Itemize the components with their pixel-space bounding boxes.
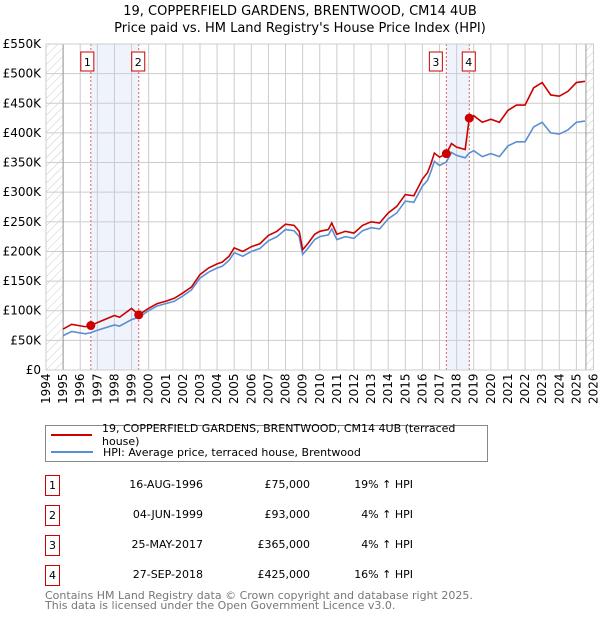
x-tick-label: 2015 <box>398 373 412 404</box>
hatched-region-before <box>46 44 64 370</box>
legend-item-hpi: HPI: Average price, terraced house, Bren… <box>51 444 361 460</box>
legend-swatch-blue <box>51 451 93 453</box>
y-tick-label: £150K <box>3 274 43 288</box>
sale-marker-box <box>131 51 146 72</box>
sale-hpi-diff: 4% ↑ HPI <box>361 538 413 551</box>
x-tick-label: 2010 <box>313 373 327 404</box>
sale-hpi-diff: 4% ↑ HPI <box>361 508 413 521</box>
footer: Contains HM Land Registry data © Crown c… <box>45 589 473 612</box>
y-tick-label: £250K <box>3 215 43 229</box>
x-tick-label: 2026 <box>587 373 600 404</box>
sale-hpi-diff: 19% ↑ HPI <box>354 478 413 491</box>
sale-point <box>464 113 474 123</box>
sale-marker-box <box>428 51 443 72</box>
x-tick-label: 1999 <box>125 373 139 404</box>
x-tick-label: 1995 <box>56 373 70 404</box>
x-tick-label: 2017 <box>433 373 447 404</box>
x-tick-label: 2008 <box>279 373 293 404</box>
x-tick-label: 2020 <box>484 373 498 404</box>
sale-date: 27-SEP-2018 <box>132 568 203 581</box>
x-tick-label: 2003 <box>193 373 207 404</box>
x-tick-label: 2013 <box>364 373 378 404</box>
y-tick-label: £550K <box>3 37 43 51</box>
x-tick-label: 2023 <box>535 373 549 404</box>
x-tick-label: 2000 <box>142 373 156 404</box>
plot-border <box>45 43 594 371</box>
legend: 19, COPPERFIELD GARDENS, BRENTWOOD, CM14… <box>45 422 488 462</box>
sale-marker: 3 <box>45 535 60 556</box>
sale-price: £365,000 <box>257 538 311 551</box>
x-tick-label: 2021 <box>501 373 515 404</box>
y-tick-label: £100K <box>3 304 43 318</box>
y-tick-label: £350K <box>3 156 43 170</box>
legend-label: 19, COPPERFIELD GARDENS, BRENTWOOD, CM14… <box>102 422 456 448</box>
x-tick-label: 2025 <box>569 373 583 404</box>
sale-marker-box <box>461 51 476 72</box>
sale-marker-label: 1 <box>84 56 91 69</box>
x-tick-label: 2022 <box>518 373 532 404</box>
x-tick-label: 2002 <box>176 373 190 404</box>
x-tick-label: 2024 <box>552 373 566 404</box>
sale-date: 04-JUN-1999 <box>132 508 203 521</box>
sale-marker-box <box>80 51 95 72</box>
x-tick-label: 1998 <box>107 373 121 404</box>
sale-date: 25-MAY-2017 <box>131 538 203 551</box>
y-tick-label: £400K <box>3 126 43 140</box>
x-tick-label: 2014 <box>381 373 395 404</box>
y-tick-label: £0 <box>26 363 41 377</box>
sale-marker: 4 <box>45 565 60 586</box>
y-tick-label: £500K <box>3 67 43 81</box>
sale-point <box>86 321 96 331</box>
x-tick-label: 1994 <box>39 373 53 404</box>
footer-line1: Contains HM Land Registry data © Crown c… <box>45 589 473 602</box>
footer-line2: This data is licensed under the Open Gov… <box>45 599 396 612</box>
legend-label: HPI: Average price, terraced house, Bren… <box>103 445 361 459</box>
sale-price: £93,000 <box>264 508 311 521</box>
x-tick-label: 2019 <box>467 373 481 404</box>
x-tick-label: 2009 <box>296 373 310 404</box>
x-tick-label: 2001 <box>159 373 173 404</box>
sale-hpi-diff: 16% ↑ HPI <box>354 568 413 581</box>
x-tick-label: 2004 <box>210 373 224 404</box>
y-tick-label: £300K <box>3 185 43 199</box>
sale-date: 16-AUG-1996 <box>129 478 203 491</box>
x-tick-label: 2007 <box>261 373 275 404</box>
y-tick-label: £50K <box>10 333 42 347</box>
sale-marker: 2 <box>45 505 60 526</box>
sale-marker: 1 <box>45 475 60 496</box>
chart-title: 19, COPPERFIELD GARDENS, BRENTWOOD, CM14… <box>123 4 477 19</box>
sale-marker-label: 2 <box>135 56 142 69</box>
sale-marker-label: 3 <box>432 56 439 69</box>
hatched-region-after <box>585 44 594 370</box>
x-tick-label: 2005 <box>227 373 241 404</box>
x-tick-label: 2018 <box>450 373 464 404</box>
chart-subtitle: Price paid vs. HM Land Registry's House … <box>114 21 486 36</box>
x-tick-label: 2012 <box>347 373 361 404</box>
sale-price: £425,000 <box>257 568 311 581</box>
price-line <box>62 80 586 330</box>
sale-price: £75,000 <box>264 478 311 491</box>
shaded-period <box>446 44 470 370</box>
legend-item-property: 19, COPPERFIELD GARDENS, BRENTWOOD, CM14… <box>51 422 487 448</box>
x-tick-label: 2011 <box>330 373 344 404</box>
y-tick-label: £450K <box>3 96 43 110</box>
sale-point <box>134 310 144 320</box>
y-tick-label: £200K <box>3 244 43 258</box>
x-tick-label: 1996 <box>73 373 87 404</box>
x-tick-label: 1997 <box>90 373 104 404</box>
sale-marker-label: 4 <box>465 56 472 69</box>
x-tick-label: 2016 <box>415 373 429 404</box>
sale-point <box>441 149 451 159</box>
legend-swatch-red <box>51 434 92 436</box>
x-tick-label: 2006 <box>244 373 258 404</box>
hpi-line <box>62 120 586 337</box>
price-chart: 1994 1995 1996 1997 1998 1999 2000 2001 2002 2003… <box>3 37 600 404</box>
